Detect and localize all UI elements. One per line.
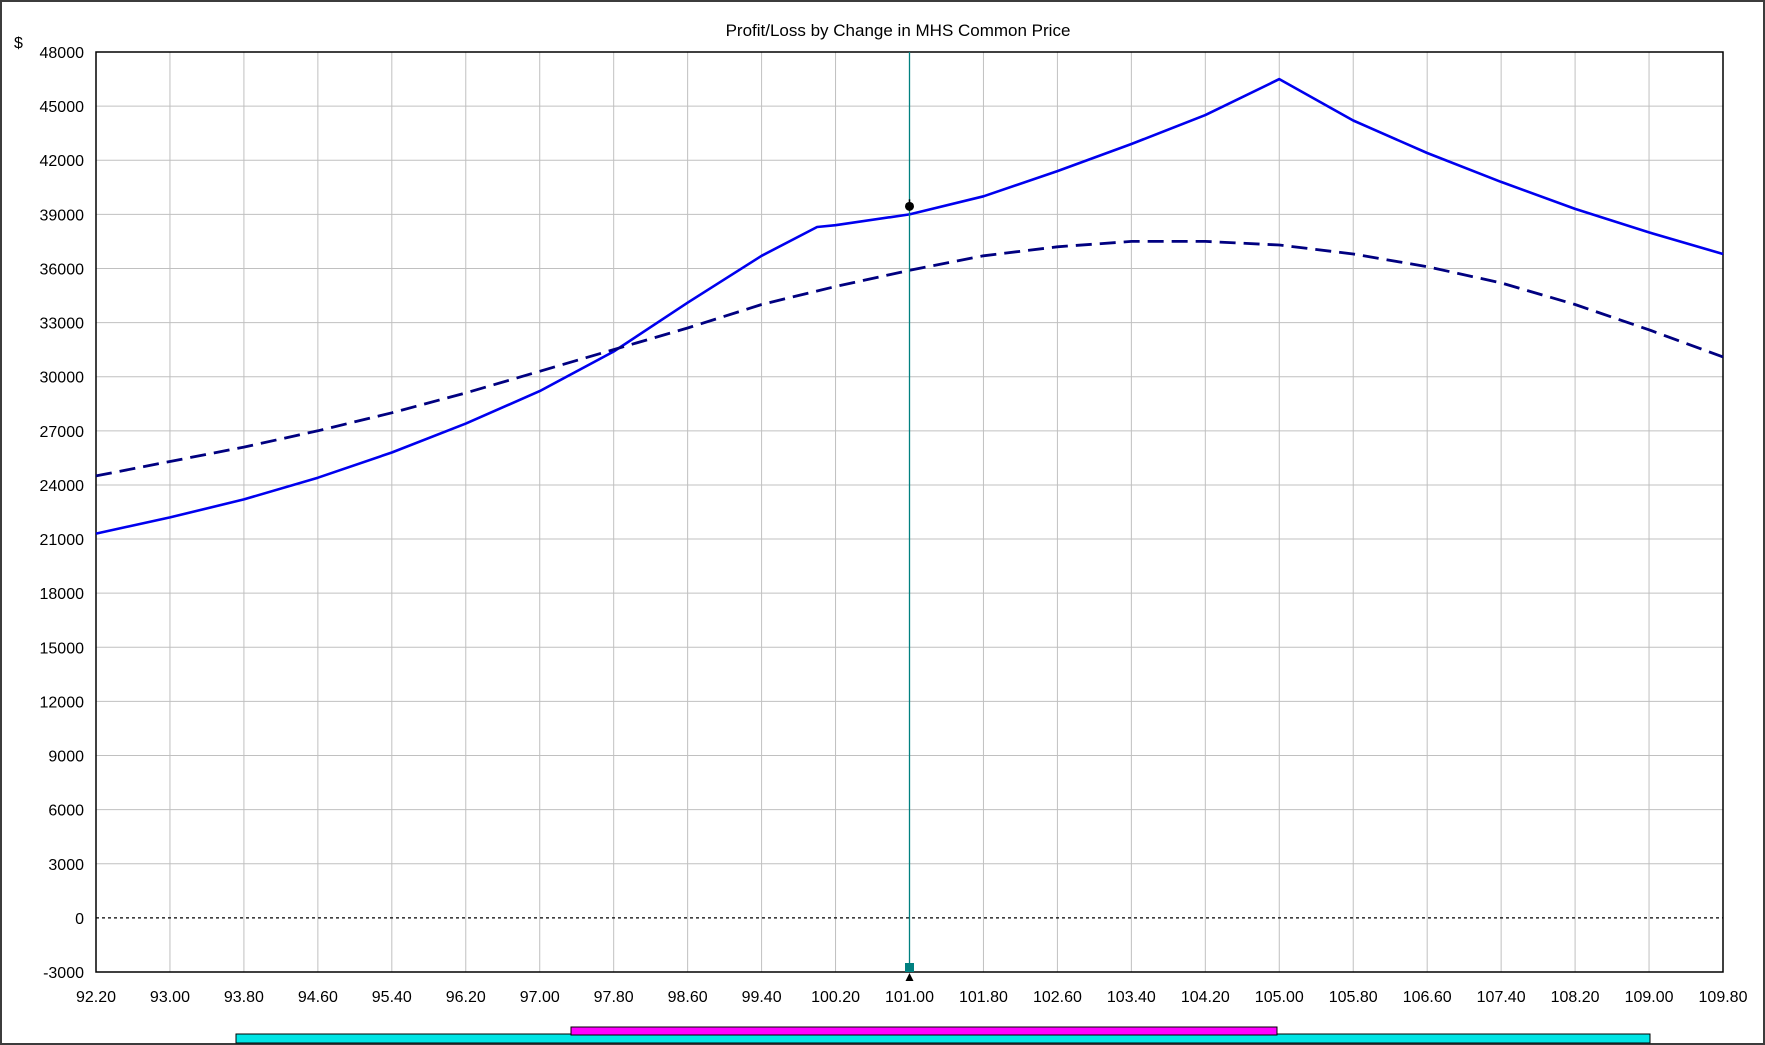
y-tick-label: 30000 [40,370,85,387]
x-tick-label: 108.20 [1551,989,1600,1006]
x-tick-label: 100.20 [811,989,860,1006]
y-tick-label: 9000 [48,749,84,766]
price-cursor-arrow-icon [905,973,914,981]
y-tick-label: 24000 [40,478,85,495]
x-tick-label: 109.80 [1699,989,1748,1006]
y-tick-label: 6000 [48,803,84,820]
x-tick-label: 96.20 [446,989,486,1006]
x-tick-label: 97.80 [594,989,634,1006]
scrollbar-thumb[interactable] [570,1026,1278,1036]
x-tick-label: 104.20 [1181,989,1230,1006]
series-line-solid [95,77,1724,535]
x-tick-label: 101.00 [885,989,934,1006]
price-cursor-handle[interactable] [905,963,914,972]
x-tick-label: 101.80 [959,989,1008,1006]
y-tick-label: 12000 [40,694,85,711]
x-tick-label: 93.00 [150,989,190,1006]
y-tick-label: 45000 [40,99,85,116]
x-tick-labels: 92.20 93.00 93.80 94.60 95.40 96.20 97.00 97.80… [76,989,1748,1006]
x-tick-label: 109.00 [1625,989,1674,1006]
y-tick-label: 0 [75,911,84,928]
x-tick-label: 94.60 [298,989,338,1006]
x-tick-label: 102.60 [1033,989,1082,1006]
x-tick-label: 105.00 [1255,989,1304,1006]
x-tick-label: 99.40 [742,989,782,1006]
x-tick-label: 105.80 [1329,989,1378,1006]
x-tick-label: 98.60 [668,989,708,1006]
y-tick-label: 48000 [40,45,85,62]
y-axis-unit-label: $ [14,35,23,52]
y-tick-label: 42000 [40,153,85,170]
x-tick-label: 92.20 [76,989,116,1006]
x-tick-label: 106.60 [1403,989,1452,1006]
chart-title: Profit/Loss by Change in MHS Common Pric… [726,21,1071,40]
y-tick-label: 36000 [40,261,85,278]
y-tick-label: 21000 [40,532,85,549]
y-tick-label: 33000 [40,316,85,333]
x-tick-label: 97.00 [520,989,560,1006]
horizontal-scrollbar[interactable] [235,1026,1651,1044]
price-cursor-group[interactable] [905,52,914,981]
y-tick-label: 27000 [40,424,85,441]
y-tick-labels: 4800045000420003900036000330003000027000… [40,45,85,982]
y-tick-label: -3000 [43,965,84,982]
series-group [95,77,1724,535]
y-tick-label: 15000 [40,640,85,657]
y-tick-label: 18000 [40,586,85,603]
x-tick-label: 95.40 [372,989,412,1006]
x-tick-label: 93.80 [224,989,264,1006]
series-line-dashed [95,239,1724,478]
x-tick-label: 107.40 [1477,989,1526,1006]
y-tick-label: 3000 [48,857,84,874]
x-tick-label: 103.40 [1107,989,1156,1006]
y-tick-label: 39000 [40,207,85,224]
